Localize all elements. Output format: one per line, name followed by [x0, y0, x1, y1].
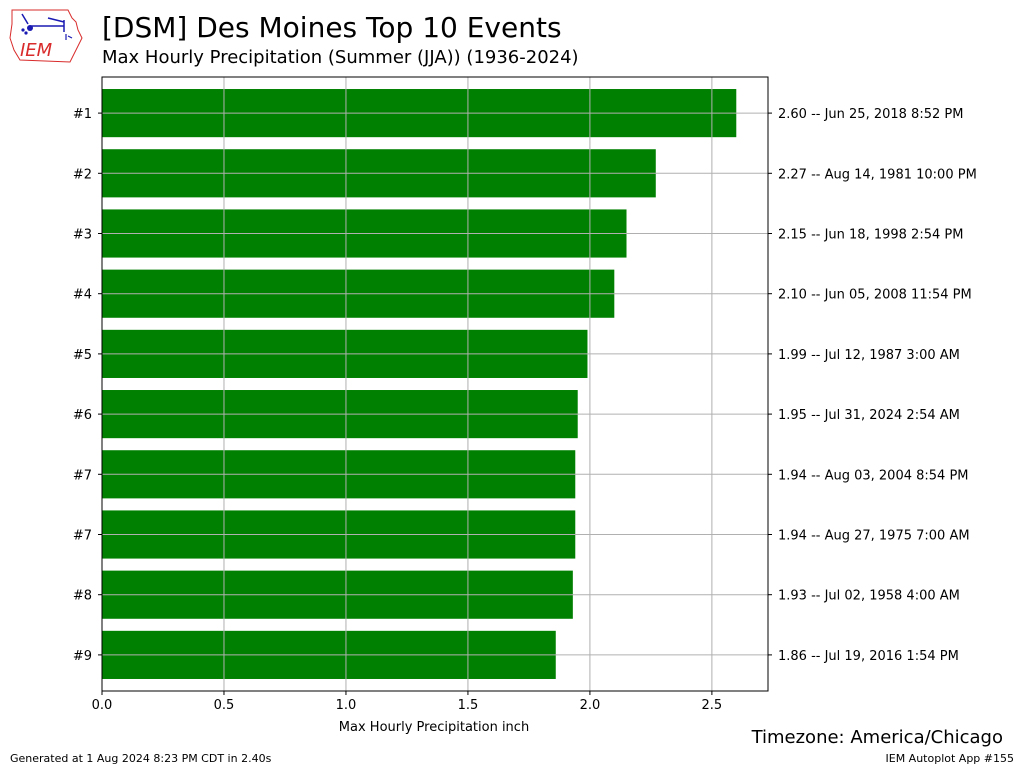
x-tick-label: 2.5	[702, 698, 723, 713]
timezone-label: Timezone: America/Chicago	[751, 727, 1003, 748]
y-tick-label: #7	[73, 468, 92, 483]
y-tick-label: #1	[73, 107, 92, 122]
logo-text: IEM	[20, 40, 53, 61]
y-tick-label: #2	[73, 167, 92, 182]
x-axis-label: Max Hourly Precipitation inch	[339, 720, 529, 735]
x-tick-label: 2.0	[580, 698, 601, 713]
y-tick-label: #6	[73, 408, 92, 423]
event-label: 1.93 -- Jul 02, 1958 4:00 AM	[778, 589, 960, 604]
event-label: 1.94 -- Aug 27, 1975 7:00 AM	[778, 529, 970, 544]
y-tick-label: #8	[73, 589, 92, 604]
event-label: 2.10 -- Jun 05, 2008 11:54 PM	[778, 288, 972, 303]
y-tick-label: #5	[73, 348, 92, 363]
iem-logo: IEM	[9, 9, 83, 63]
app-id-label: IEM Autoplot App #155	[885, 752, 1015, 765]
event-label: 1.95 -- Jul 31, 2024 2:54 AM	[778, 408, 960, 423]
event-label: 2.15 -- Jun 18, 1998 2:54 PM	[778, 228, 963, 243]
event-label: 1.86 -- Jul 19, 2016 1:54 PM	[778, 649, 959, 664]
y-tick-label: #7	[73, 529, 92, 544]
x-tick-label: 1.5	[458, 698, 479, 713]
x-tick-label: 0.5	[214, 698, 235, 713]
generated-note: Generated at 1 Aug 2024 8:23 PM CDT in 2…	[10, 752, 272, 765]
y-tick-label: #9	[73, 649, 92, 664]
x-tick-label: 1.0	[336, 698, 357, 713]
chart-title: [DSM] Des Moines Top 10 Events	[102, 11, 562, 44]
chart-subtitle: Max Hourly Precipitation (Summer (JJA)) …	[102, 47, 579, 68]
y-tick-label: #3	[73, 228, 92, 243]
event-label: 2.60 -- Jun 25, 2018 8:52 PM	[778, 107, 963, 122]
event-label: 1.99 -- Jul 12, 1987 3:00 AM	[778, 348, 960, 363]
x-tick-label: 0.0	[92, 698, 113, 713]
event-label: 1.94 -- Aug 03, 2004 8:54 PM	[778, 468, 969, 483]
y-tick-label: #4	[73, 288, 92, 303]
plot-frame	[101, 76, 769, 692]
event-label: 2.27 -- Aug 14, 1981 10:00 PM	[778, 167, 977, 182]
